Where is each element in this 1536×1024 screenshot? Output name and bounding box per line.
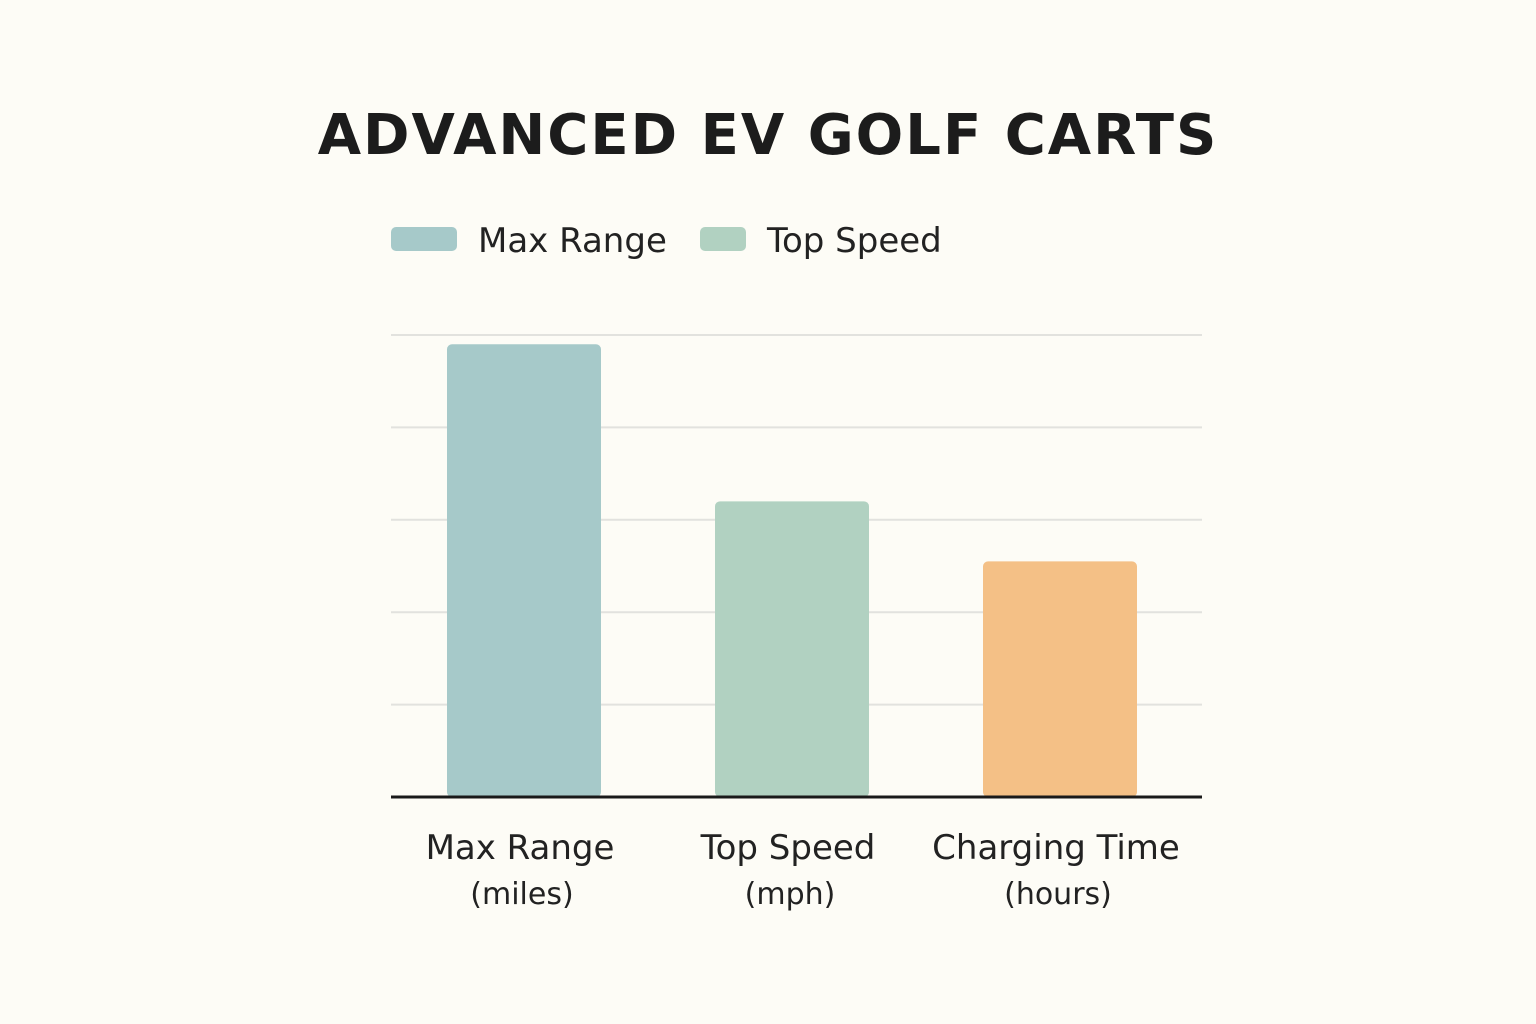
x-tick-label: Charging Time	[932, 828, 1180, 868]
x-tick-label: Top Speed	[700, 828, 876, 868]
bar-top-speed	[715, 501, 869, 797]
x-tick-unit: (hours)	[1004, 877, 1112, 912]
legend-label-max-range: Max Range	[478, 221, 667, 261]
chart-title: ADVANCED EV GOLF CARTS	[318, 103, 1219, 168]
bar-max-range	[447, 344, 601, 797]
legend-label-top-speed: Top Speed	[766, 221, 942, 261]
bars	[447, 344, 1137, 797]
legend-swatch-max-range	[391, 227, 457, 251]
bar-charging-time	[983, 561, 1137, 797]
legend-swatch-top-speed	[700, 227, 746, 251]
x-tick-unit: (mph)	[745, 877, 836, 912]
x-tick-unit: (miles)	[470, 877, 573, 912]
x-tick-labels: Max Range (miles) Top Speed (mph) Charging T…	[426, 828, 1180, 912]
x-tick-label: Max Range	[426, 828, 615, 868]
legend: Max Range Top Speed	[391, 221, 942, 261]
